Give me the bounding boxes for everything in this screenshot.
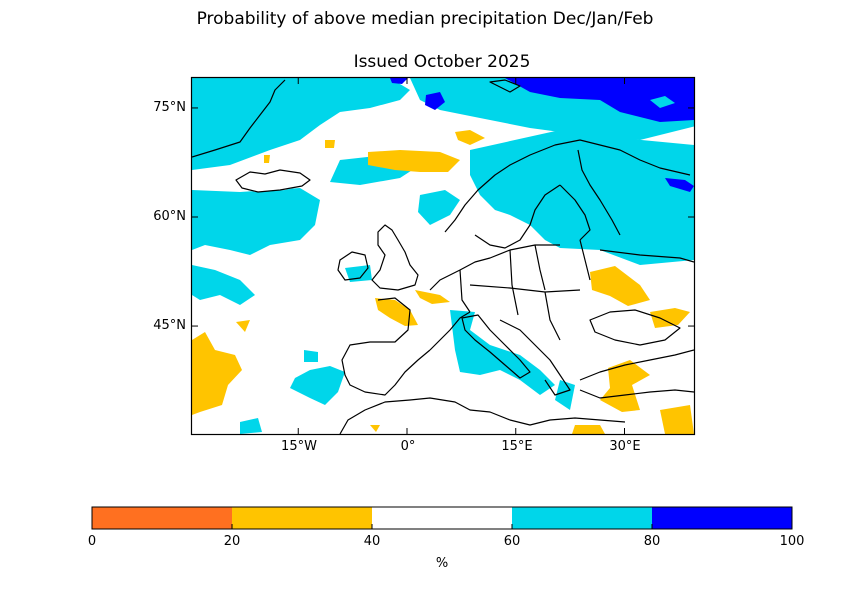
coastline: [444, 139, 691, 233]
coastline: [579, 239, 591, 281]
lon-tick-label: 0°: [400, 439, 416, 454]
colorbar-bin: [512, 507, 652, 529]
coastline: [599, 249, 694, 263]
fill-region-20-40: [236, 320, 250, 332]
probability-fill-layer: [192, 78, 694, 434]
fill-region-60-80: [418, 190, 460, 225]
fill-region-20-40: [600, 360, 650, 412]
chart-title: Probability of above median precipitatio…: [196, 9, 654, 29]
fill-region-20-40: [455, 130, 485, 145]
coastline: [577, 149, 621, 236]
lon-tick-label: 15°W: [281, 439, 317, 454]
fill-region-60-80: [450, 310, 555, 395]
coastline: [534, 244, 546, 291]
coastline: [474, 184, 561, 249]
coastline: [337, 251, 369, 281]
colorbar-bin: [92, 507, 232, 529]
fill-region-20-40: [415, 290, 450, 304]
coastline: [341, 297, 431, 396]
fill-region-20-40: [650, 308, 690, 328]
fill-region-20-40: [325, 140, 335, 148]
lat-tick-label: 60°N: [153, 209, 186, 224]
fill-region-20-40: [370, 425, 380, 432]
colorbar-tick-label: 0: [87, 534, 97, 549]
fill-region-60-80: [470, 130, 694, 265]
lat-tick-label: 45°N: [153, 318, 186, 333]
fill-region-20-40: [368, 150, 460, 172]
fill-region-20-40: [375, 298, 418, 326]
coastline: [499, 319, 571, 396]
chart-subtitle: Issued October 2025: [353, 52, 531, 72]
fill-region-20-40: [660, 405, 694, 434]
colorbar-frame: [91, 506, 793, 530]
coastline: [469, 284, 581, 293]
coastline: [579, 349, 694, 381]
colorbar-tick-label: 20: [223, 534, 241, 549]
coastline: [459, 269, 471, 313]
lon-tick-label: 30°E: [609, 439, 641, 454]
fill-region-60-80: [290, 366, 345, 405]
colorbar-tick-label: 60: [503, 534, 521, 549]
coastline: [489, 79, 521, 93]
colorbar-label: %: [435, 556, 449, 571]
fill-region-80-100: [425, 92, 445, 110]
coastline: [429, 244, 560, 291]
coastline: [371, 224, 419, 291]
colorbar-tick-label: 100: [779, 534, 805, 549]
coastline: [429, 311, 471, 351]
coastline: [579, 389, 694, 399]
colorbar-tick-label: 80: [643, 534, 661, 549]
fill-region-20-40: [590, 266, 650, 306]
coastline: [461, 314, 531, 379]
colorbar-bin: [652, 507, 792, 529]
colorbar-bin: [372, 507, 512, 529]
coastline: [544, 291, 561, 341]
coastline: [192, 79, 286, 158]
coastline: [559, 184, 591, 241]
fill-region-60-80: [192, 78, 410, 170]
lat-tick-label: 75°N: [153, 100, 186, 115]
fill-region-20-40: [572, 425, 605, 434]
fill-region-60-80: [345, 265, 372, 282]
lon-tick-label: 15°E: [501, 439, 533, 454]
colorbar: [91, 506, 793, 530]
fill-region-80-100: [665, 178, 694, 192]
colorbar-tick-label: 40: [363, 534, 381, 549]
colorbar-bin: [232, 507, 372, 529]
fill-region-60-80: [192, 265, 255, 305]
fill-region-60-80: [555, 380, 575, 410]
coastlines-layer: [192, 79, 694, 434]
fill-region-80-100: [390, 78, 408, 84]
fill-region-60-80: [650, 96, 675, 108]
coastline: [235, 169, 311, 193]
coastline: [339, 397, 626, 434]
fill-region-40-60: [236, 170, 308, 192]
fill-region-80-100: [505, 78, 694, 122]
fill-region-20-40: [264, 155, 270, 163]
coastline: [509, 249, 519, 316]
fill-region-60-80: [192, 188, 320, 255]
fill-region-60-80: [240, 418, 262, 434]
map-frame: [190, 76, 696, 436]
coastline: [589, 309, 681, 346]
fill-region-60-80: [304, 350, 318, 362]
fill-region-20-40: [192, 332, 242, 415]
